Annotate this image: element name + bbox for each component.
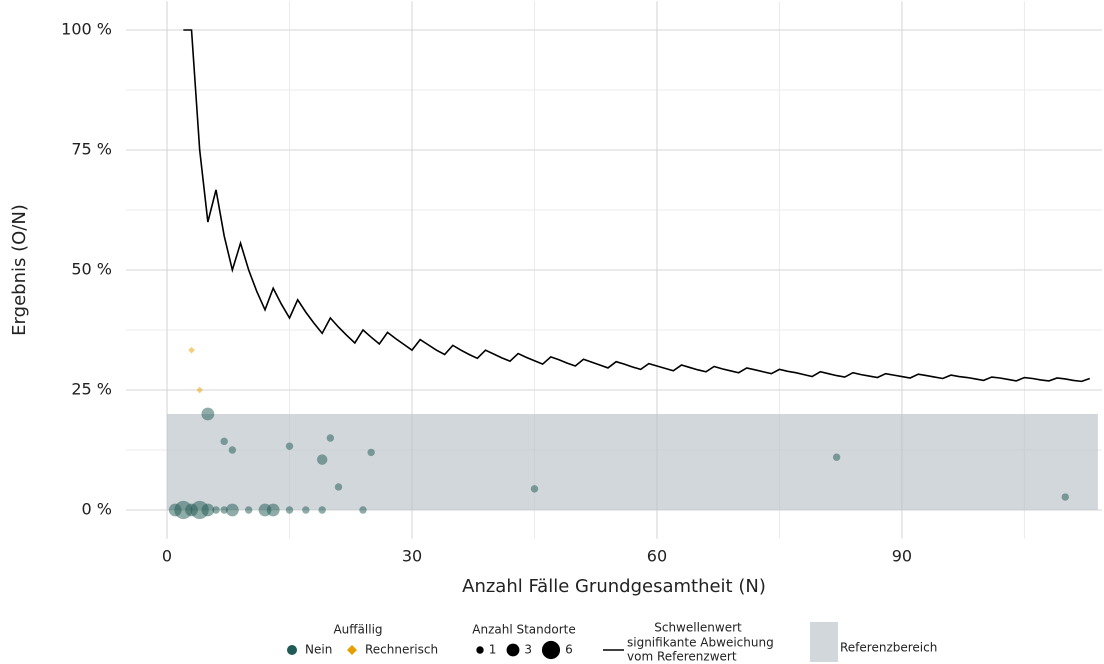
bubble xyxy=(220,437,228,446)
y-tick-label: 100 % xyxy=(61,20,112,39)
reference-legend-label: Referenzbereich xyxy=(840,641,937,655)
bubble xyxy=(201,407,215,421)
y-axis-label: Ergebnis (O/N) xyxy=(9,204,30,336)
diamond xyxy=(196,386,204,394)
bubble xyxy=(225,503,239,517)
reference-band xyxy=(167,414,1098,510)
bubble xyxy=(285,506,294,514)
bubble xyxy=(832,453,841,461)
bubble xyxy=(285,442,294,450)
bubble xyxy=(530,485,539,493)
reference-legend-marker xyxy=(810,622,838,662)
legend-marker xyxy=(287,645,297,655)
diamond xyxy=(188,346,195,354)
size-legend-label: 6 xyxy=(565,643,573,657)
threshold-legend-title: Schwellenwert xyxy=(654,621,742,635)
bubble xyxy=(228,446,237,454)
threshold-line xyxy=(183,29,1091,383)
bubble xyxy=(316,454,328,465)
legend-label: Nein xyxy=(305,643,332,657)
y-tick-label: 0 % xyxy=(82,500,112,519)
bubble xyxy=(367,448,375,457)
bubble xyxy=(302,506,310,514)
legend-title: Auffällig xyxy=(333,623,382,637)
bubble xyxy=(334,483,343,491)
bubble xyxy=(266,503,280,517)
size-legend-marker xyxy=(541,640,561,660)
x-tick-label: 90 xyxy=(892,547,912,566)
bubble xyxy=(244,506,253,514)
bubble xyxy=(318,506,326,514)
bubble xyxy=(212,506,220,514)
bubble xyxy=(201,503,215,517)
size-legend-marker xyxy=(506,643,520,657)
legend-marker xyxy=(347,645,357,655)
legend-label: Rechnerisch xyxy=(365,643,438,657)
x-tick-label: 30 xyxy=(402,547,422,566)
bubble xyxy=(1061,493,1069,501)
bubble xyxy=(326,434,335,442)
y-tick-label: 75 % xyxy=(71,140,112,159)
threshold-legend-line: signifikante Abweichung xyxy=(627,636,774,650)
x-tick-label: 60 xyxy=(647,547,667,566)
bubble xyxy=(220,506,228,514)
bubble xyxy=(359,506,367,514)
size-legend-label: 1 xyxy=(489,643,497,657)
x-axis-label: Anzahl Fälle Grundgesamtheit (N) xyxy=(462,576,766,597)
y-tick-label: 50 % xyxy=(71,260,112,279)
y-tick-label: 25 % xyxy=(71,380,112,399)
x-tick-label: 0 xyxy=(162,547,172,566)
size-legend-title: Anzahl Standorte xyxy=(472,623,575,637)
size-legend-marker xyxy=(476,646,484,654)
threshold-legend-line: vom Referenzwert xyxy=(627,650,737,664)
size-legend-label: 3 xyxy=(524,643,532,657)
